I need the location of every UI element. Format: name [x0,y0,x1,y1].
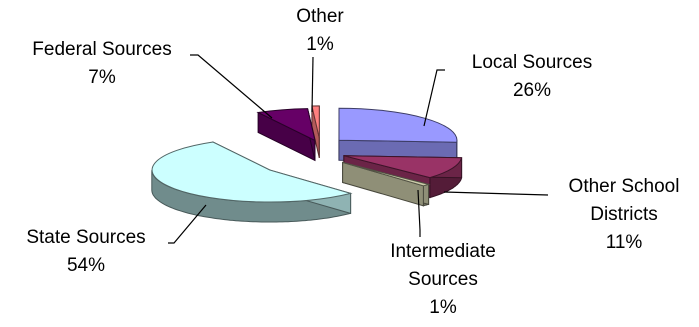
label-other-school-districts-line-0: Other School [569,176,680,197]
label-local-sources-line-1: 26% [513,80,551,101]
label-other-line-1: 1% [306,34,334,55]
leader-line-federal-sources [190,55,272,118]
label-intermediate-sources-line-1: Sources [408,269,478,290]
label-local-sources-line-0: Local Sources [472,52,592,73]
leader-line-other [312,57,313,112]
slice-local-sources [339,108,457,142]
label-intermediate-sources-line-0: Intermediate [390,241,496,262]
label-other-line-0: Other [296,6,344,27]
label-intermediate-sources-line-2: 1% [429,297,457,318]
label-federal-sources-line-1: 7% [88,67,116,88]
label-federal-sources-line-0: Federal Sources [32,39,171,60]
label-other-school-districts-line-2: 11% [606,232,643,253]
label-state-sources-line-1: 54% [67,255,105,276]
leader-line-other-school-districts [444,192,548,195]
label-state-sources-line-0: State Sources [26,227,145,248]
label-other-school-districts-line-1: Districts [590,204,658,225]
leader-line-local-sources [424,70,445,126]
